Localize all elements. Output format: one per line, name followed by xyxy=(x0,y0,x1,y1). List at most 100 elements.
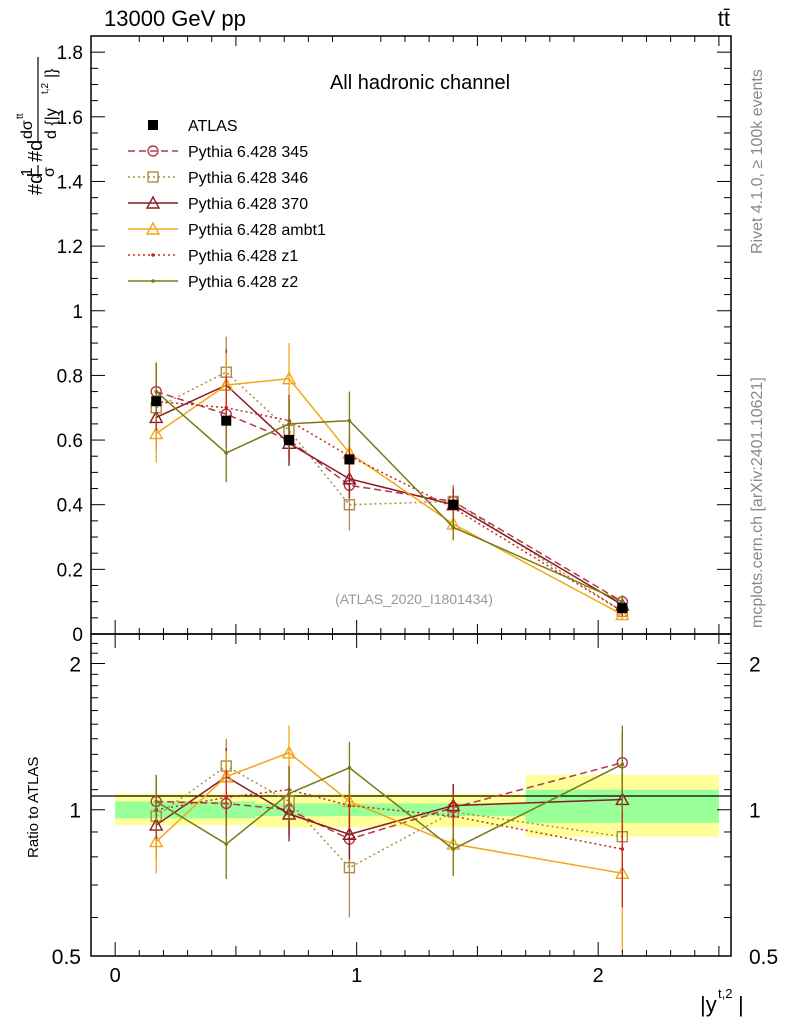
series-point xyxy=(342,471,357,485)
uncertainty-band-inner xyxy=(115,801,256,819)
legend: ATLAS Pythia 6.428 345 Pythia 6.428 346 Pyt… xyxy=(128,118,326,291)
xlabel-end: | xyxy=(738,992,744,1017)
legend-label: Pythia 6.428 345 xyxy=(188,144,308,161)
main-frame xyxy=(90,35,732,635)
energy-label: 13000 GeV pp xyxy=(104,6,246,31)
ratio-point xyxy=(224,795,229,800)
legend-entry-2: Pythia 6.428 370 xyxy=(128,195,308,213)
series-point xyxy=(154,389,159,394)
legend-entry-5: Pythia 6.428 z2 xyxy=(128,274,298,291)
ratio-line xyxy=(155,775,623,836)
xlabel-base: |y xyxy=(700,992,717,1017)
ratio-point xyxy=(149,834,164,848)
y-tick-label: 1.6 xyxy=(57,108,83,129)
series-line xyxy=(155,384,623,606)
x-axis-label: |y t,2 | xyxy=(700,986,744,1017)
ratio-point xyxy=(451,814,456,818)
data-point xyxy=(221,415,232,426)
legend-entry-3: Pythia 6.428 ambt1 xyxy=(128,221,326,239)
series-line xyxy=(155,390,623,603)
series-point xyxy=(620,599,625,604)
legend-label: Pythia 6.428 z2 xyxy=(188,274,298,291)
ylabel-frac2-den: d {|y xyxy=(43,108,60,139)
legend-entry-0: Pythia 6.428 345 xyxy=(128,144,308,161)
ylabel-part-1: #d xyxy=(25,173,47,195)
y-tick-label: 0.8 xyxy=(57,366,83,387)
ratio-point xyxy=(154,799,159,804)
ratio-point xyxy=(620,762,625,767)
legend-label: Pythia 6.428 346 xyxy=(188,170,308,187)
ratio-point xyxy=(343,861,356,874)
series-point xyxy=(149,426,164,440)
ratio-point xyxy=(620,847,625,851)
data-point xyxy=(617,603,628,614)
series-5 xyxy=(154,362,625,609)
y-tick-label: 0.2 xyxy=(57,560,83,581)
ylabel-frac2-num: dσ xyxy=(19,120,36,139)
ratio-point xyxy=(451,847,456,851)
data-point xyxy=(448,499,459,510)
ylabel-frac2-num-sup: tt xyxy=(15,113,26,119)
ratio-frame xyxy=(90,633,732,957)
series-point xyxy=(343,499,356,511)
legend-marker xyxy=(151,253,155,257)
legend-label-data: ATLAS xyxy=(188,118,238,135)
legend-marker xyxy=(147,171,159,183)
ratio-line xyxy=(156,788,623,850)
ylabel-frac1-den: σ xyxy=(41,167,58,177)
ratio-point xyxy=(347,803,352,808)
ratio-panel: 0.5 0.5 1 1 2 2 0 1 2 Ratio to ATLAS |y t,2 | xyxy=(25,633,778,1017)
series-point xyxy=(615,607,630,621)
legend-label: Pythia 6.428 ambt1 xyxy=(188,222,326,239)
ratio-y-tick-label: 2 xyxy=(69,653,81,676)
ratio-series-5 xyxy=(154,725,625,880)
rivet-label: Rivet 4.1.0, ≥ 100k events xyxy=(749,69,766,254)
series-point xyxy=(451,525,456,530)
legend-label: Pythia 6.428 370 xyxy=(188,196,308,213)
series-point xyxy=(224,451,229,455)
ratio-y-tick-label-right: 0.5 xyxy=(749,946,778,969)
ratio-series-3 xyxy=(149,725,630,952)
y-tick-label: 1.8 xyxy=(57,43,83,64)
x-tick-label: 1 xyxy=(351,965,362,987)
ratio-y-tick-label-right: 1 xyxy=(749,800,761,823)
main-panel: 0.2 0.4 0.6 0.8 1 1.2 1.4 1.6 1.8 0 All hadronic … xyxy=(15,35,732,646)
data-point xyxy=(151,396,162,407)
ratio-line xyxy=(155,763,623,850)
legend-entry-data: ATLAS xyxy=(148,118,238,135)
ratio-y-tick-label: 0.5 xyxy=(52,946,81,969)
legend-label: Pythia 6.428 z1 xyxy=(188,248,298,265)
ratio-y-axis-label: Ratio to ATLAS xyxy=(25,757,42,858)
ratio-point xyxy=(281,745,297,759)
series-1 xyxy=(150,336,629,618)
watermark: (ATLAS_2020_I1801434) xyxy=(335,591,493,607)
ylabel-frac2-den-end: |} xyxy=(43,68,60,78)
y-tick-label: 0.6 xyxy=(57,431,83,452)
ratio-point xyxy=(347,765,352,770)
legend-marker xyxy=(145,195,161,209)
series-point xyxy=(287,422,291,426)
y-tick-label: 1.2 xyxy=(57,237,83,258)
ratio-point xyxy=(287,791,291,796)
ratio-y-tick-label-right: 2 xyxy=(749,653,761,676)
x-tick-label: 0 xyxy=(110,965,121,987)
ylabel-part-2: #d xyxy=(25,140,47,162)
chart-title: All hadronic channel xyxy=(330,72,510,94)
series-line xyxy=(155,391,623,603)
series-point xyxy=(224,405,229,410)
legend-marker-data xyxy=(148,120,158,130)
ylabel-frac1-num: 1 xyxy=(19,167,36,176)
y-zero-label: 0 xyxy=(72,625,83,646)
legend-entry-4: Pythia 6.428 z1 xyxy=(128,248,298,265)
ratio-y-tick-label: 1 xyxy=(69,800,81,823)
data-point xyxy=(344,454,355,465)
legend-marker xyxy=(147,145,159,157)
ylabel-frac2-den-sup: t,2 xyxy=(40,82,51,94)
legend-entry-1: Pythia 6.428 346 xyxy=(128,170,308,187)
series-3 xyxy=(149,343,630,621)
series-point xyxy=(347,418,352,423)
mcplots-label: mcplots.cern.ch [arXiv:2401.10621] xyxy=(749,377,766,628)
ratio-point xyxy=(342,826,357,841)
legend-marker xyxy=(145,221,161,235)
